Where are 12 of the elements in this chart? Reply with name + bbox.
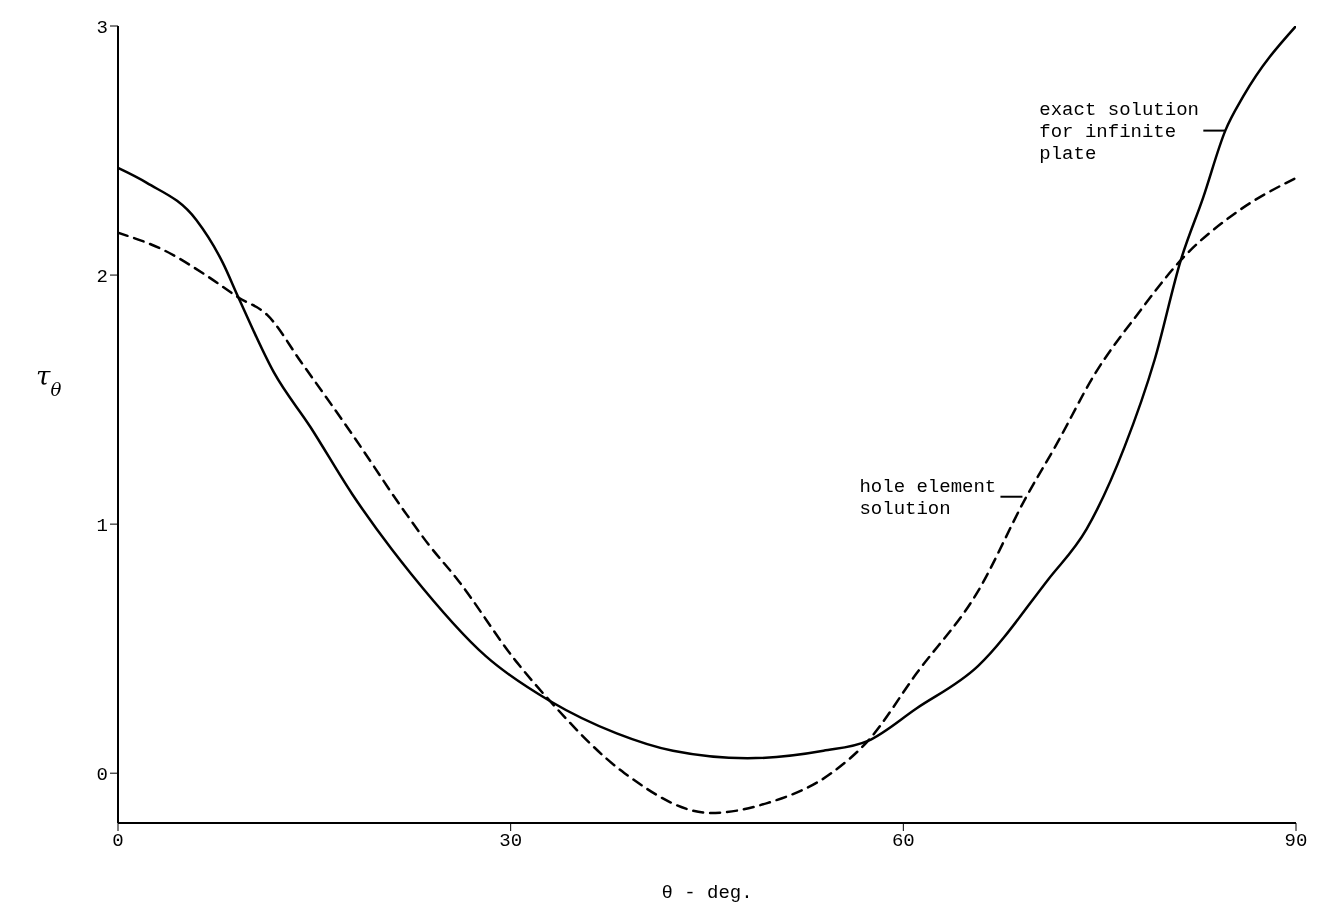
y-axis-title: τ$_{θ}$ (36, 360, 62, 400)
y-tick-label: 0 (96, 763, 108, 786)
x-axis-title: θ - deg. (661, 882, 753, 904)
x-tick-label: 30 (499, 830, 523, 853)
x-tick-label: 60 (891, 830, 915, 853)
y-tick-label: 2 (96, 265, 108, 288)
y-tick-label: 1 (96, 514, 108, 537)
x-tick-label: 0 (112, 830, 124, 853)
x-tick-label: 90 (1284, 830, 1308, 853)
annotation: hole element solution (859, 475, 997, 520)
y-tick-label: 3 (96, 16, 108, 39)
annotation: exact solution for infinite plate (1039, 98, 1199, 165)
